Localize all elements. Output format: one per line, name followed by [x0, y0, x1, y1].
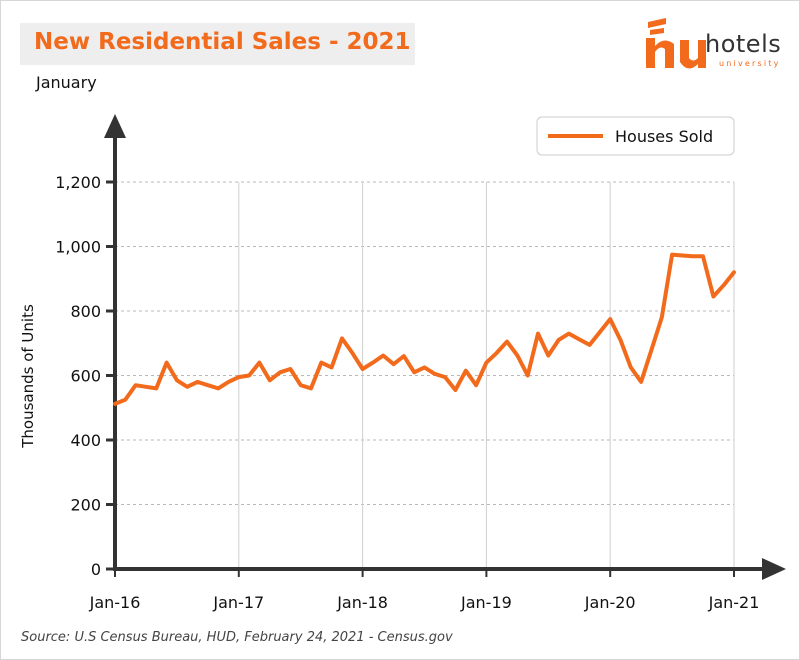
legend: Houses Sold	[536, 116, 735, 156]
logo-word: hotels	[705, 30, 782, 58]
x-tick-label: Jan-20	[584, 593, 636, 612]
y-axis-arrow-icon	[104, 114, 126, 138]
legend-label-houses-sold: Houses Sold	[615, 127, 713, 146]
x-ticks: Jan-16 Jan-17 Jan-18 Jan-19 Jan-20 Jan-21	[89, 569, 760, 612]
hotels-university-logo: hotels university	[636, 16, 786, 74]
y-tick-label: 600	[70, 367, 101, 386]
logo-mark-icon	[646, 18, 706, 69]
source-note: Source: U.S Census Bureau, HUD, February…	[21, 630, 453, 645]
y-tick-label: 1,000	[55, 238, 101, 257]
x-tick-label: Jan-18	[336, 593, 388, 612]
x-tick-label: Jan-21	[708, 593, 760, 612]
y-tick-label: 200	[70, 496, 101, 515]
y-tick-label: 1,200	[55, 173, 101, 192]
title-banner: New Residential Sales - 2021	[20, 23, 415, 65]
y-axis-label: Thousands of Units	[19, 304, 37, 449]
x-axis-arrow-icon	[762, 558, 786, 580]
chart-title: New Residential Sales - 2021	[34, 29, 411, 55]
series-line-houses-sold	[113, 252, 736, 406]
y-tick-label: 0	[91, 560, 101, 579]
chart-subtitle: January	[36, 73, 97, 92]
x-tick-label: Jan-19	[460, 593, 512, 612]
legend-box	[536, 116, 735, 156]
y-tick-label: 400	[70, 431, 101, 450]
y-tick-label: 800	[70, 302, 101, 321]
axes	[104, 114, 786, 580]
y-ticks: 0 200 400 600 800 1,000 1,200	[55, 173, 115, 579]
logo-subword: university	[719, 59, 781, 68]
x-tick-label: Jan-16	[89, 593, 141, 612]
x-tick-label: Jan-17	[212, 593, 264, 612]
